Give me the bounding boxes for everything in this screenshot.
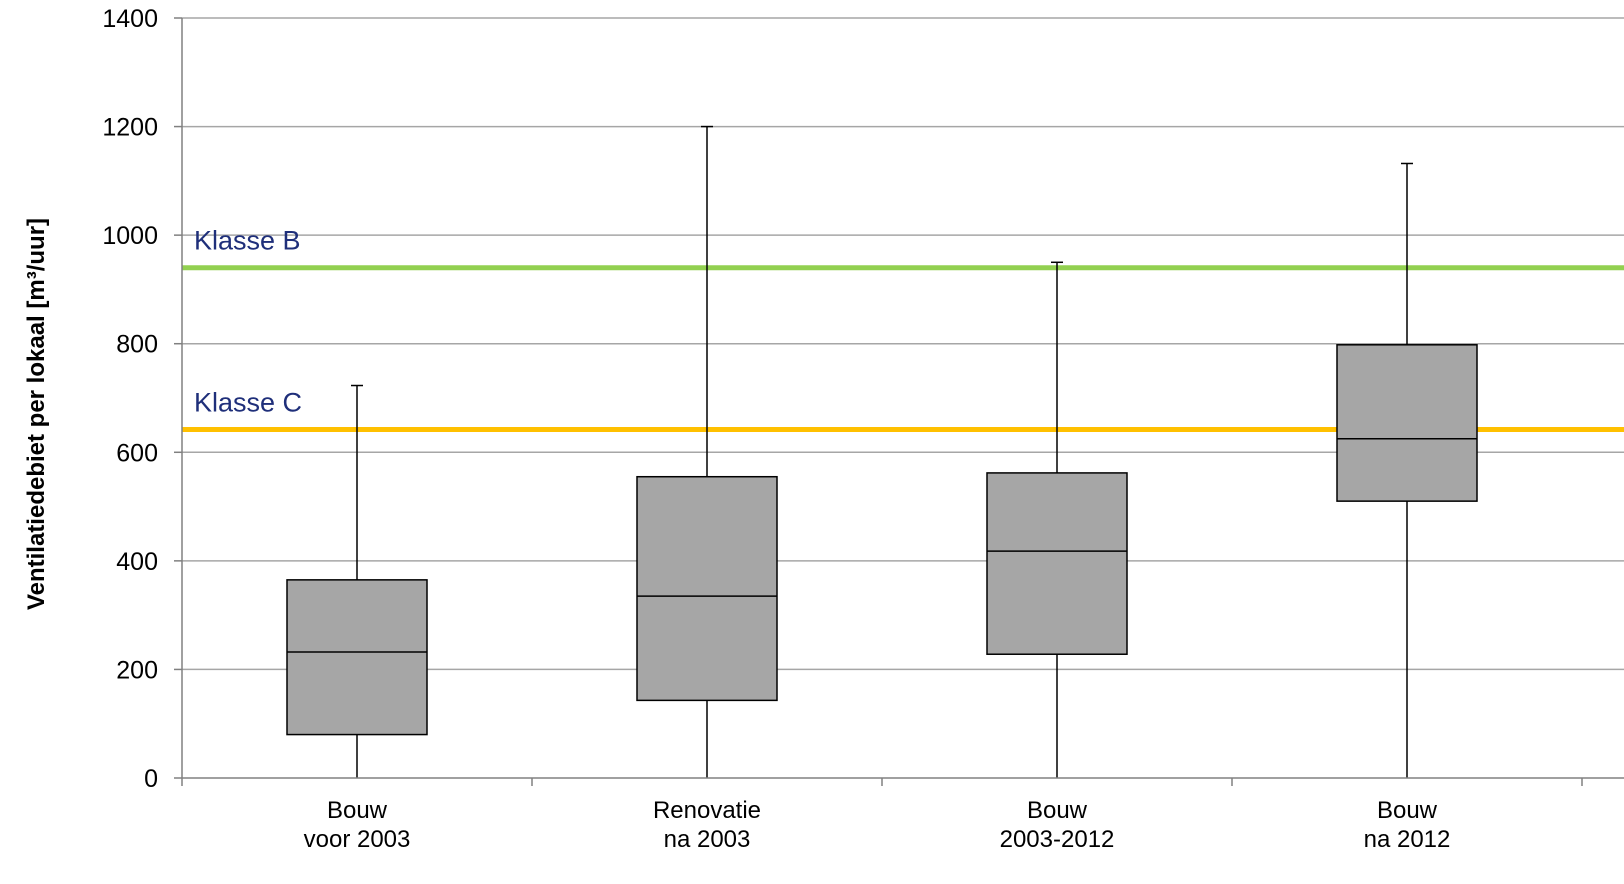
box-iqr [986, 472, 1128, 655]
box-iqr [1336, 344, 1478, 502]
reference-line-label: Klasse B [194, 226, 301, 256]
box-iqr [286, 579, 428, 736]
boxplot [286, 384, 428, 778]
y-axis-label: Ventilatiedebiet per lokaal [m³/uur] [23, 218, 50, 610]
y-tick-label: 1400 [102, 5, 158, 33]
boxplot [986, 261, 1128, 778]
y-tick-label: 200 [116, 656, 158, 684]
y-tick-labels: 0 200 400 600 800 1000 1200 1400 [102, 5, 158, 793]
y-tick-label: 0 [144, 765, 158, 793]
x-category-label-line2: na 2012 [1364, 826, 1451, 853]
x-category-label-line1: Bouw [1377, 797, 1438, 824]
x-category-label-line2: 2003-2012 [1000, 826, 1115, 853]
axes [174, 17, 1624, 786]
y-tick-label: 1200 [102, 114, 158, 142]
boxplot [1336, 162, 1478, 778]
x-category-label-line2: voor 2003 [304, 826, 411, 853]
boxplots [286, 125, 1478, 778]
box-iqr [636, 475, 778, 702]
boxplot [636, 125, 778, 778]
y-tick-label: 400 [116, 548, 158, 576]
reference-line-label: Klasse C [194, 387, 302, 417]
y-tick-label: 1000 [102, 222, 158, 250]
x-category-label-line1: Bouw [1027, 797, 1088, 824]
y-tick-label: 800 [116, 331, 158, 359]
x-category-label-line1: Renovatie [653, 797, 761, 824]
gridlines [182, 17, 1624, 671]
x-category-label-line2: na 2003 [664, 826, 751, 853]
x-category-label-line1: Bouw [327, 797, 388, 824]
y-tick-label: 600 [116, 439, 158, 467]
